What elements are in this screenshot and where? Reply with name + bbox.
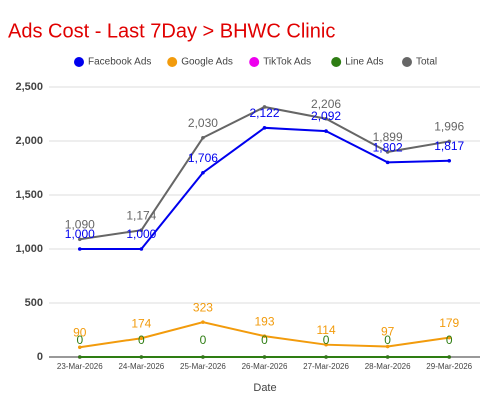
data-label: 0 <box>138 333 145 347</box>
y-tick-label: 1,500 <box>15 189 43 201</box>
data-label: 174 <box>131 316 151 330</box>
point <box>139 228 144 233</box>
legend-label: Line Ads <box>345 57 383 68</box>
data-label: 2,030 <box>188 116 218 130</box>
x-tick-label: 26-Mar-2026 <box>242 362 288 371</box>
data-label: 1,899 <box>373 130 403 144</box>
data-label: 0 <box>384 333 391 347</box>
data-label: 1,000 <box>126 227 156 241</box>
y-tick-label: 2,000 <box>15 135 43 147</box>
point <box>324 355 328 359</box>
point <box>385 160 390 165</box>
x-tick-label: 29-Mar-2026 <box>426 362 472 371</box>
x-tick-label: 24-Mar-2026 <box>118 362 164 371</box>
data-label: 0 <box>446 333 453 347</box>
data-label: 1,090 <box>65 217 95 231</box>
legend-marker <box>331 57 342 67</box>
data-label: 0 <box>200 333 207 347</box>
legend-marker <box>402 57 412 67</box>
point <box>139 336 144 341</box>
y-tick-label: 0 <box>37 351 43 363</box>
x-axis-label: Date <box>253 382 276 394</box>
legend-marker <box>249 57 260 67</box>
data-label: 1,996 <box>434 120 464 134</box>
y-tick-label: 2,500 <box>15 81 43 93</box>
data-label: 0 <box>76 333 83 347</box>
x-tick-label: 28-Mar-2026 <box>365 362 411 371</box>
point <box>385 344 390 349</box>
data-label: 2,092 <box>311 109 341 123</box>
x-tick-label: 27-Mar-2026 <box>303 362 349 371</box>
point <box>77 247 82 251</box>
data-label: 1,174 <box>126 208 156 222</box>
data-label: 1,000 <box>65 227 95 241</box>
point <box>262 126 267 130</box>
point <box>447 355 452 359</box>
point <box>139 355 144 359</box>
data-label: 114 <box>317 323 336 337</box>
data-label: 2,122 <box>249 106 279 120</box>
point <box>77 355 82 359</box>
legend-label: Facebook Ads <box>88 57 151 68</box>
data-label: 193 <box>254 314 274 328</box>
legend-label: Total <box>416 57 437 68</box>
data-label: 2,206 <box>311 97 341 111</box>
legend-label: TikTok Ads <box>263 57 311 68</box>
data-label: 90 <box>73 325 87 339</box>
point <box>447 158 452 163</box>
data-label: 323 <box>193 300 213 314</box>
point <box>262 355 267 359</box>
legend-marker <box>74 57 84 67</box>
data-label: 0 <box>323 333 330 347</box>
point <box>385 355 390 359</box>
point <box>447 139 452 144</box>
data-label: 1,817 <box>434 139 464 153</box>
point <box>324 116 328 121</box>
chart-title: Ads Cost - Last 7Day > BHWC Clinic <box>8 20 335 42</box>
point <box>77 345 82 350</box>
y-tick-label: 1,000 <box>15 243 43 255</box>
point <box>201 355 205 359</box>
data-label: 179 <box>439 316 459 330</box>
data-label: 97 <box>381 325 395 339</box>
legend-marker <box>167 57 178 67</box>
point <box>447 335 452 340</box>
point <box>324 129 328 133</box>
point <box>324 342 328 347</box>
data-label: 0 <box>261 333 268 347</box>
point <box>262 105 267 109</box>
point <box>77 237 82 242</box>
point <box>201 320 205 324</box>
point <box>385 150 390 154</box>
x-tick-label: 25-Mar-2026 <box>180 362 226 371</box>
point <box>201 170 205 175</box>
x-tick-label: 23-Mar-2026 <box>57 362 103 371</box>
point <box>262 334 267 338</box>
point <box>139 247 144 251</box>
data-label: 1,802 <box>373 141 403 155</box>
data-label: 1,706 <box>188 151 218 165</box>
point <box>201 135 205 140</box>
legend-label: Google Ads <box>181 57 233 68</box>
y-tick-label: 500 <box>25 297 43 309</box>
